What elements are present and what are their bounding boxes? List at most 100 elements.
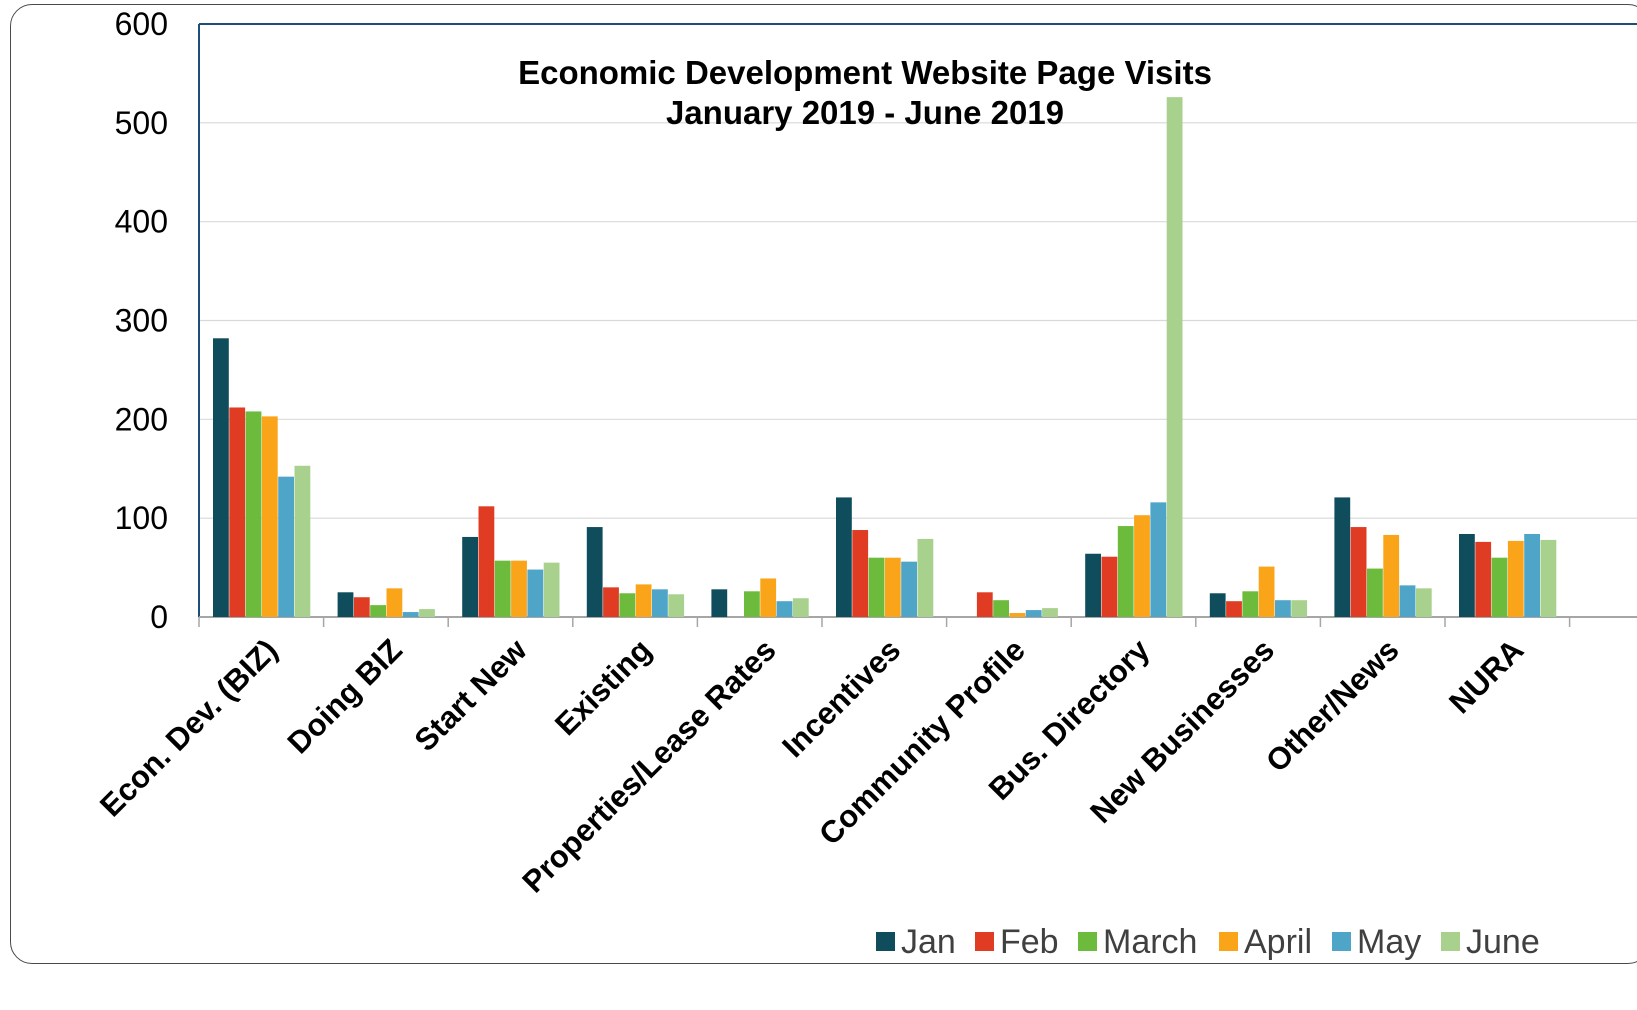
bar-jan-3	[586, 527, 603, 617]
y-tick-label: 0	[150, 599, 168, 635]
bar-april-3	[635, 584, 652, 617]
bar-march-4	[744, 591, 760, 617]
legend-swatch-feb	[975, 932, 994, 951]
legend-swatch-june	[1441, 932, 1460, 951]
bar-feb-6	[976, 592, 993, 617]
bar-may-2	[527, 569, 544, 617]
y-tick-label: 400	[115, 204, 168, 240]
bar-may-5	[901, 561, 917, 617]
bar-march-10	[1491, 557, 1508, 617]
bar-june-10	[1540, 539, 1557, 617]
bar-april-0	[261, 416, 278, 617]
bar-june-6	[1042, 608, 1058, 617]
x-tick-label: NURA	[1442, 632, 1530, 720]
bar-jan-4	[711, 589, 728, 617]
bars	[213, 97, 1557, 618]
x-tick-label: Start New	[408, 632, 534, 758]
bar-feb-0	[229, 407, 246, 617]
bar-feb-1	[353, 597, 370, 617]
bar-feb-10	[1475, 541, 1492, 617]
bar-march-8	[1242, 591, 1259, 617]
bar-june-2	[543, 562, 560, 617]
y-tick-label: 300	[115, 303, 168, 339]
y-tick-label: 100	[115, 500, 168, 536]
bar-feb-2	[478, 506, 495, 617]
bar-jan-1	[337, 592, 354, 617]
bar-march-5	[868, 557, 885, 617]
bar-may-4	[776, 601, 793, 617]
bar-april-2	[511, 560, 527, 617]
bar-jan-7	[1085, 553, 1101, 617]
legend-label-may: May	[1357, 923, 1421, 961]
bar-april-5	[884, 557, 901, 617]
bar-march-6	[993, 600, 1009, 617]
bar-may-8	[1275, 600, 1291, 617]
y-tick-labels: 0 100 200 300 400 500 600	[115, 6, 168, 635]
bar-april-4	[760, 578, 777, 617]
legend-label-june: June	[1466, 923, 1540, 961]
x-tick-label: Properties/Lease Rates	[515, 632, 782, 899]
bar-jan-8	[1209, 593, 1226, 617]
bar-feb-3	[603, 587, 619, 617]
bar-april-1	[386, 588, 403, 617]
legend-label-april: April	[1244, 923, 1312, 961]
legend: Jan Feb March April May June	[876, 923, 1540, 961]
bar-april-9	[1383, 534, 1400, 617]
bar-feb-8	[1226, 601, 1242, 617]
bar-march-9	[1367, 568, 1383, 617]
bar-jan-5	[836, 497, 852, 617]
bar-may-0	[278, 476, 294, 617]
bar-march-1	[370, 605, 386, 617]
y-tick-label: 500	[115, 105, 168, 141]
legend-label-march: March	[1103, 923, 1197, 961]
bar-april-10	[1507, 540, 1524, 617]
bar-march-0	[245, 411, 262, 617]
bar-april-8	[1258, 566, 1275, 617]
legend-label-feb: Feb	[1000, 923, 1059, 961]
y-tick-label: 600	[115, 6, 168, 42]
bar-feb-9	[1350, 527, 1367, 617]
bar-june-3	[668, 594, 685, 617]
bar-may-7	[1150, 502, 1167, 617]
bar-march-3	[619, 593, 636, 617]
chart-subtitle: January 2019 - June 2019	[666, 94, 1064, 131]
x-tick-label: Existing	[548, 632, 658, 742]
x-tick-label: Other/News	[1259, 632, 1406, 779]
y-tick-label: 200	[115, 401, 168, 437]
chart-title: Economic Development Website Page Visits	[518, 54, 1212, 91]
x-tick-label: Econ. Dev. (BIZ)	[93, 632, 284, 823]
legend-swatch-may	[1332, 932, 1351, 951]
bar-feb-5	[852, 530, 869, 617]
bar-june-4	[792, 598, 809, 617]
bar-march-2	[494, 560, 511, 617]
x-tick-label: Incentives	[775, 632, 907, 764]
legend-swatch-jan	[876, 932, 895, 951]
bar-feb-7	[1101, 556, 1118, 617]
bar-may-10	[1524, 533, 1540, 617]
bar-june-0	[294, 465, 311, 617]
legend-swatch-april	[1219, 932, 1238, 951]
bar-june-1	[419, 609, 435, 617]
bar-march-7	[1117, 526, 1134, 617]
bar-may-9	[1399, 585, 1416, 617]
bar-jan-9	[1334, 497, 1351, 617]
x-tick-label: Community Profile	[812, 632, 1032, 852]
bar-jan-10	[1459, 533, 1475, 617]
bar-june-7	[1166, 97, 1183, 618]
legend-label-jan: Jan	[901, 923, 956, 961]
bar-jan-0	[213, 338, 229, 617]
bar-june-5	[917, 538, 934, 617]
chart-frame	[10, 4, 1637, 964]
bar-april-6	[1009, 613, 1026, 617]
bar-jan-2	[462, 536, 478, 617]
x-tick-label: Doing BIZ	[281, 632, 409, 760]
bar-may-3	[652, 589, 668, 617]
bar-june-8	[1291, 600, 1308, 617]
bar-april-7	[1134, 515, 1150, 617]
bar-may-6	[1025, 610, 1042, 617]
legend-swatch-march	[1078, 932, 1097, 951]
bar-june-9	[1415, 588, 1432, 617]
bar-may-1	[402, 612, 419, 617]
